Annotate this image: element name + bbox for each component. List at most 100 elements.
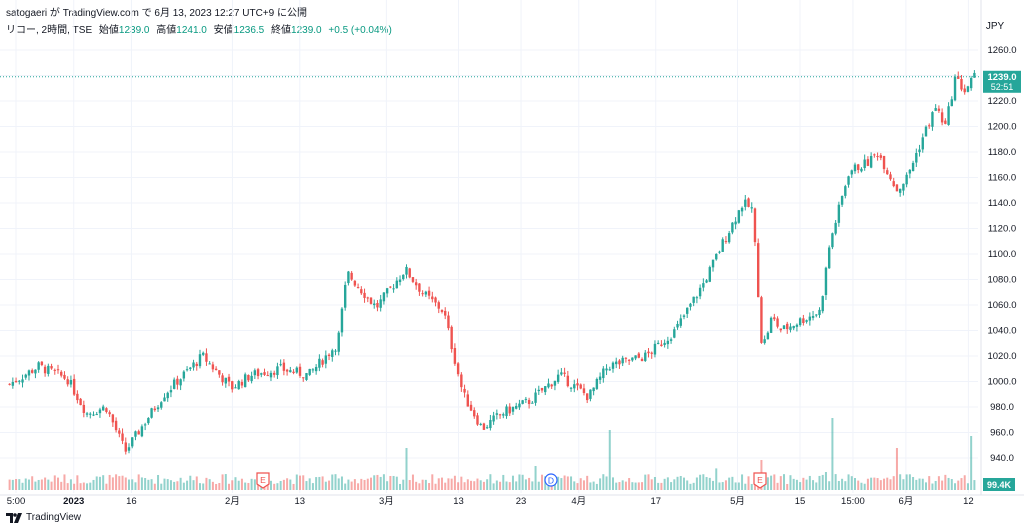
y-tick-label: 1140.0 xyxy=(988,198,1016,209)
volume-bar xyxy=(912,477,915,490)
candle-body xyxy=(869,155,873,168)
candle-body xyxy=(202,352,205,355)
candle-body xyxy=(460,374,463,388)
candle-body xyxy=(143,424,147,426)
volume-bar xyxy=(318,476,321,490)
candle-body xyxy=(298,366,302,376)
candle-body xyxy=(582,388,586,394)
high-label: 高値 xyxy=(156,25,177,36)
candle-body xyxy=(934,108,937,111)
volume-bar xyxy=(292,483,295,490)
x-tick-label: 23 xyxy=(516,496,527,507)
volume-bar xyxy=(76,475,79,490)
candle-body xyxy=(821,296,824,312)
candle-body xyxy=(579,384,582,389)
candle-body xyxy=(960,78,963,90)
volume-bar xyxy=(944,474,947,490)
candle-body xyxy=(682,315,686,317)
candle-body xyxy=(598,376,602,380)
volume-bar xyxy=(850,476,853,490)
volume-bar xyxy=(892,476,895,490)
candle-body xyxy=(973,72,976,78)
volume-bar xyxy=(505,481,508,490)
volume-bar xyxy=(221,474,224,490)
volume-bar xyxy=(963,475,966,490)
candle-body xyxy=(85,413,89,415)
volume-bar xyxy=(308,478,311,490)
symbol-legend: リコー, 2時間, TSE 始値1239.0 高値1241.0 安値1236.5… xyxy=(6,21,392,36)
volume-bar xyxy=(950,479,953,490)
symbol-name[interactable]: リコー, 2時間, TSE xyxy=(6,25,93,36)
volume-bar xyxy=(566,476,569,490)
candle-body xyxy=(227,376,231,382)
volume-bar xyxy=(563,475,566,490)
volume-bar xyxy=(831,418,834,490)
candle-body xyxy=(837,204,841,223)
candle-body xyxy=(334,350,337,352)
candle-body xyxy=(669,339,673,341)
volume-bar xyxy=(808,475,811,490)
candle-body xyxy=(243,374,247,388)
candle-body xyxy=(660,344,663,346)
volume-bar xyxy=(189,475,192,490)
footer-brand[interactable]: TradingView xyxy=(6,512,81,523)
volume-bar xyxy=(240,478,243,490)
volume-bar xyxy=(628,478,631,490)
volume-bar xyxy=(550,483,553,490)
candle-body xyxy=(473,410,476,417)
volume-bar xyxy=(521,474,524,490)
candle-body xyxy=(524,398,528,400)
volume-bar xyxy=(570,476,573,490)
candle-body xyxy=(369,297,373,304)
x-tick-label: 3月 xyxy=(379,496,394,507)
volume-bar xyxy=(737,482,740,490)
candle-body xyxy=(708,267,711,282)
volume-bar xyxy=(766,477,769,490)
candle-body xyxy=(663,342,666,345)
candle-body xyxy=(166,392,169,399)
candle-body xyxy=(505,406,508,417)
x-tick-label: 13 xyxy=(453,496,464,507)
volume-bar xyxy=(315,477,318,490)
volume-bar xyxy=(741,474,744,490)
candle-body xyxy=(879,155,883,158)
y-tick-label: 1220.0 xyxy=(987,96,1016,107)
candle-body xyxy=(318,358,321,368)
volume-bar xyxy=(392,475,395,490)
volume-bar xyxy=(269,480,272,490)
candle-body xyxy=(327,354,331,357)
candle-body xyxy=(605,368,608,371)
candle-body xyxy=(705,280,708,283)
volume-bar xyxy=(602,474,605,490)
volume-bar xyxy=(198,483,201,490)
volume-bar xyxy=(612,477,614,490)
candle-body xyxy=(921,137,924,150)
candle-body xyxy=(808,316,812,321)
price-chart[interactable]: 940.0 960.0 980.0 1000.0 1020.0 1040.0 1060.0 1… xyxy=(0,0,1024,510)
volume-tag: 99.4K xyxy=(983,478,1015,491)
candle-body xyxy=(515,405,518,409)
candle-body xyxy=(886,170,889,175)
candle-body xyxy=(485,427,489,429)
candle-body xyxy=(95,414,98,416)
candle-body xyxy=(469,404,473,411)
candle-body xyxy=(840,196,844,205)
volume-bar xyxy=(98,476,101,490)
time-axis[interactable]: 5:00 2023 16 2月 13 3月 13 23 4月 17 5月 15 15:00 6月 12 xyxy=(7,496,974,507)
candle-body xyxy=(647,351,650,354)
volume-bar xyxy=(582,480,585,490)
x-tick-label: 2023 xyxy=(63,496,84,507)
volume-bar xyxy=(870,477,873,490)
candle-body xyxy=(240,381,244,386)
volume-bar xyxy=(202,483,205,490)
volume-bar xyxy=(931,483,934,490)
volume-bar xyxy=(373,475,376,490)
candle-body xyxy=(940,112,944,123)
candle-body xyxy=(631,357,634,361)
price-axis[interactable]: 940.0 960.0 980.0 1000.0 1020.0 1040.0 1060.0 1… xyxy=(0,0,1024,496)
candle-body xyxy=(108,412,111,415)
candle-body xyxy=(789,326,792,330)
volume-bar xyxy=(605,476,608,490)
volume-bar xyxy=(182,482,185,490)
candle-body xyxy=(205,353,208,362)
